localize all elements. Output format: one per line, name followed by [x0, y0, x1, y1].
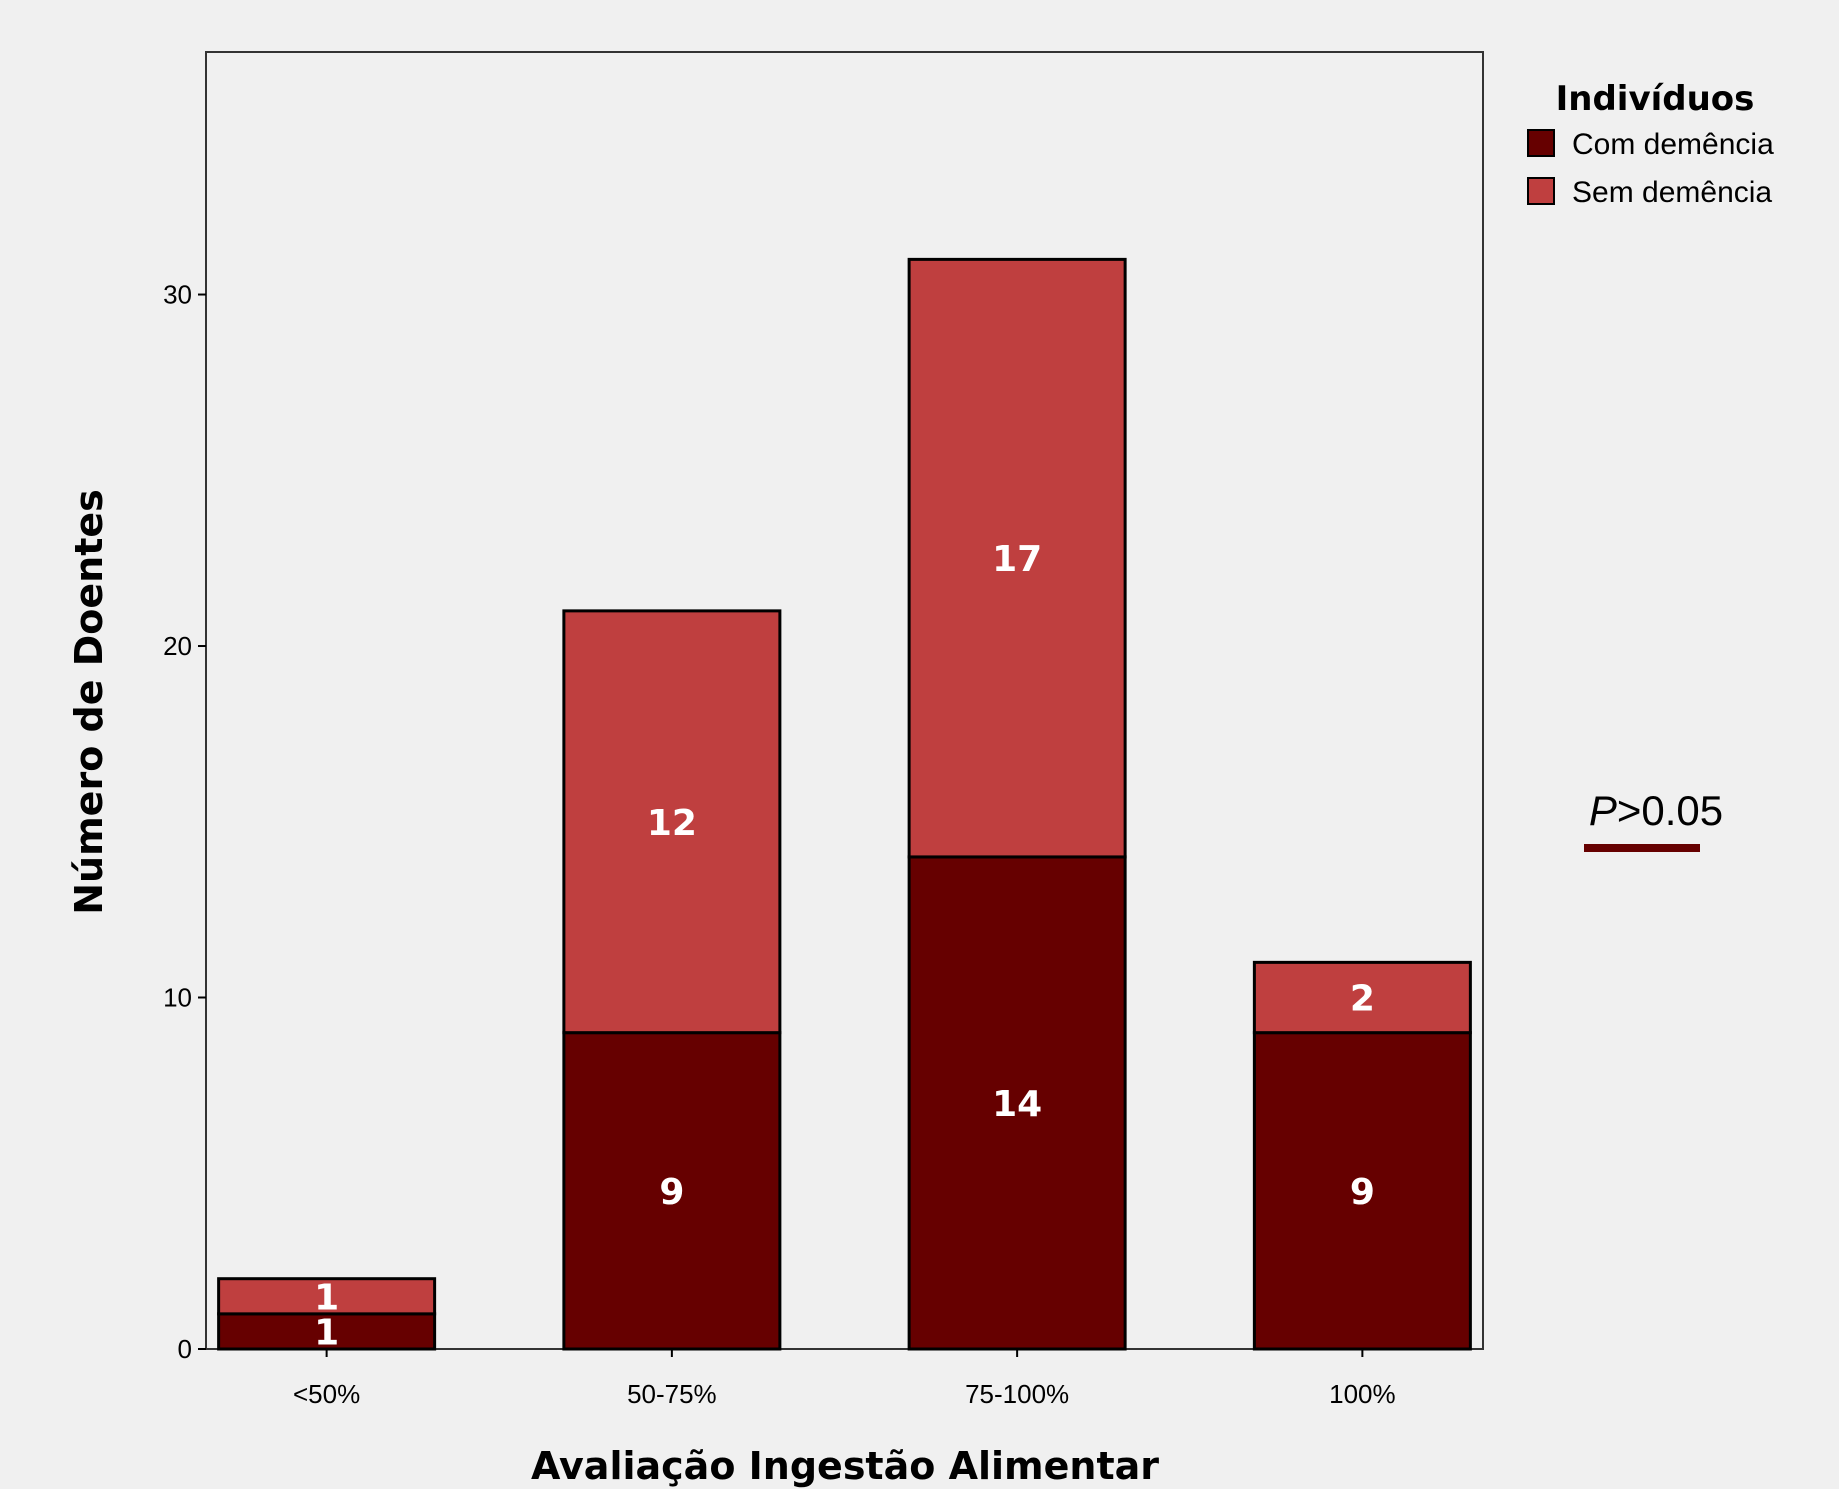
bar-segment-com-demencia-3	[1252, 1031, 1472, 1351]
data-label: 2	[1350, 979, 1375, 1020]
legend-swatch-com-demencia	[1527, 129, 1555, 157]
x-tick-label: 75-100%	[965, 1379, 1069, 1409]
legend-title: Indivíduos	[1556, 79, 1755, 119]
legend-label: Com demência	[1572, 128, 1774, 161]
stacked-bar-chart: 11 9 12 14 17 9 2 0 10 20 30 <50% 50-75% 75-100% 100…	[67, 51, 1774, 1488]
data-label: 1	[314, 1312, 339, 1353]
y-tick-label: 0	[178, 1334, 192, 1364]
x-tick-label: <50%	[293, 1379, 360, 1409]
bar-segment-sem-demencia-0	[217, 1277, 437, 1316]
x-tick-label: 50-75%	[627, 1379, 717, 1409]
chart-figure: 1 1 9 12 14 17 9 2 0 10 20 30 <50% 50-75% 75-100% 100…	[52, 28, 1804, 1489]
svg-text:P>0.05: P>0.05	[1589, 787, 1723, 834]
data-label: 9	[659, 1172, 684, 1213]
data-label: 14	[992, 1084, 1042, 1125]
y-tick-label: 30	[163, 280, 192, 310]
legend: Indivíduos Com demência Sem demência	[1527, 79, 1774, 209]
x-axis: <50% 50-75% 75-100% 100%	[293, 1349, 1396, 1409]
data-label: 17	[992, 539, 1042, 580]
data-label: 12	[647, 803, 697, 844]
p-value-annotation: P>0.05	[1584, 787, 1723, 852]
y-axis: 0 10 20 30	[163, 280, 206, 1364]
data-label: 9	[1350, 1172, 1375, 1213]
p-value-threshold: >0.05	[1617, 787, 1723, 834]
bar-segment-sem-demencia-1	[562, 609, 782, 1035]
y-axis-title: Número de Doentes	[67, 489, 111, 915]
bar-segment-sem-demencia-2	[907, 257, 1127, 859]
bar-segment-sem-demencia-3	[1252, 960, 1472, 1035]
legend-swatch-sem-demencia	[1527, 177, 1555, 205]
x-tick-label: 100%	[1329, 1379, 1396, 1409]
bars-group: 11 9 12 14 17 9 2	[217, 257, 1472, 1353]
data-label: 1	[314, 1277, 339, 1318]
legend-label: Sem demência	[1572, 176, 1772, 209]
y-tick-label: 10	[163, 983, 192, 1013]
x-axis-title: Avaliação Ingestão Alimentar	[531, 1444, 1159, 1488]
p-value-letter: P	[1589, 787, 1617, 834]
y-tick-label: 20	[163, 631, 192, 661]
